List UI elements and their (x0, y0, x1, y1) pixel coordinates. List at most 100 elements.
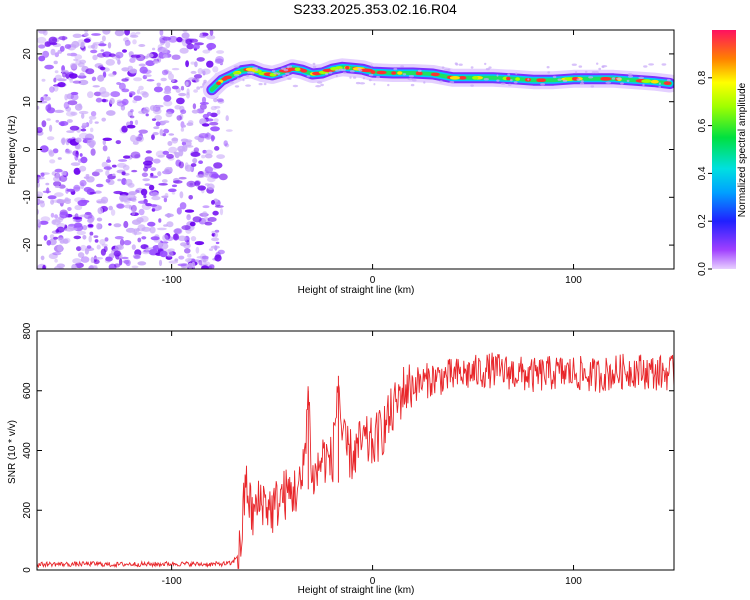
noise-blob (188, 195, 193, 200)
noise-blob (84, 30, 89, 33)
noise-blob (202, 205, 210, 209)
noise-blob (46, 118, 51, 121)
noise-blob (45, 182, 50, 186)
ridge-peak (458, 76, 467, 80)
noise-blob (151, 208, 156, 212)
y-tick-label: 20 (22, 48, 33, 60)
noise-blob (70, 227, 78, 231)
noise-blob (64, 200, 71, 204)
ridge-speckle (359, 82, 366, 85)
noise-blob (98, 43, 107, 47)
noise-blob (102, 30, 111, 35)
noise-blob (204, 132, 212, 140)
noise-blob (42, 264, 46, 269)
noise-blob (214, 232, 219, 238)
ridge-speckle (417, 69, 422, 73)
noise-blob (134, 154, 141, 159)
noise-blob (46, 240, 52, 246)
snr-xlabel: Height of straight line (km) (298, 585, 415, 596)
noise-blob (62, 72, 67, 78)
ridge-speckle (320, 83, 324, 87)
noise-blob (204, 221, 213, 226)
noise-blob (39, 220, 49, 225)
noise-blob (110, 209, 116, 216)
noise-blob (40, 255, 45, 261)
noise-blob (191, 258, 196, 264)
noise-blob (137, 261, 147, 266)
noise-blob (103, 166, 113, 170)
snr-line (37, 352, 674, 569)
noise-blob (40, 96, 44, 102)
ridge-speckle (393, 67, 398, 71)
ridge-speckle (355, 81, 361, 85)
noise-blob (158, 205, 162, 210)
noise-blob (164, 213, 174, 218)
noise-blob (174, 105, 181, 110)
noise-blob (78, 110, 89, 115)
noise-blob (92, 85, 100, 88)
noise-blob (52, 251, 62, 256)
noise-blob (83, 32, 89, 37)
noise-blob (70, 93, 79, 101)
noise-blob (162, 54, 168, 59)
noise-blob (192, 43, 200, 50)
noise-blob (130, 212, 139, 217)
noise-blob (181, 32, 190, 39)
noise-blob (180, 138, 189, 143)
noise-blob (152, 132, 159, 136)
noise-blob (60, 138, 65, 144)
noise-blob (103, 245, 108, 253)
noise-blob (119, 238, 125, 247)
ridge-speckle (575, 71, 578, 74)
ridge-peak (376, 70, 387, 75)
noise-blob (58, 121, 69, 126)
noise-blob (72, 258, 82, 264)
noise-blob (208, 248, 214, 252)
noise-blob (80, 128, 87, 132)
noise-blob (131, 209, 136, 216)
noise-blob (143, 194, 147, 199)
noise-blob (40, 201, 45, 208)
noise-blob (91, 171, 100, 177)
noise-blob (59, 175, 68, 183)
noise-blob (215, 241, 220, 245)
noise-blob (37, 36, 47, 44)
noise-blob (159, 30, 164, 36)
noise-blob (91, 33, 101, 36)
noise-blob (79, 165, 87, 172)
ridge-speckle (552, 75, 557, 79)
noise-blob (61, 170, 67, 176)
noise-blob (74, 103, 83, 111)
ridge-speckle (400, 65, 404, 68)
noise-blob (54, 70, 59, 74)
noise-blob (72, 216, 83, 220)
noise-blob (129, 120, 134, 126)
noise-blob (130, 134, 137, 143)
ridge-peak (449, 76, 460, 80)
noise-blob (64, 149, 73, 155)
ridge-peak (216, 81, 222, 86)
noise-blob (212, 66, 219, 73)
noise-blob (123, 240, 132, 246)
noise-blob (113, 250, 122, 257)
noise-blob (136, 89, 141, 95)
ridge-speckle (252, 66, 258, 70)
noise-blob (135, 135, 144, 143)
noise-blob (138, 63, 146, 67)
ridge-speckle (496, 74, 499, 77)
ridge-speckle (620, 82, 624, 85)
ridge-speckle (483, 78, 489, 81)
ridge-speckle (616, 77, 622, 80)
noise-blob (67, 138, 73, 144)
noise-blob (158, 242, 164, 246)
ridge-speckle (335, 74, 338, 78)
ridge-speckle (312, 62, 316, 66)
ridge-speckle (441, 66, 445, 69)
noise-blob (180, 242, 188, 247)
y-tick-label: 400 (22, 442, 33, 459)
noise-blob (171, 54, 181, 60)
noise-blob (185, 145, 194, 148)
noise-blob (82, 235, 87, 240)
noise-blob (191, 109, 199, 114)
